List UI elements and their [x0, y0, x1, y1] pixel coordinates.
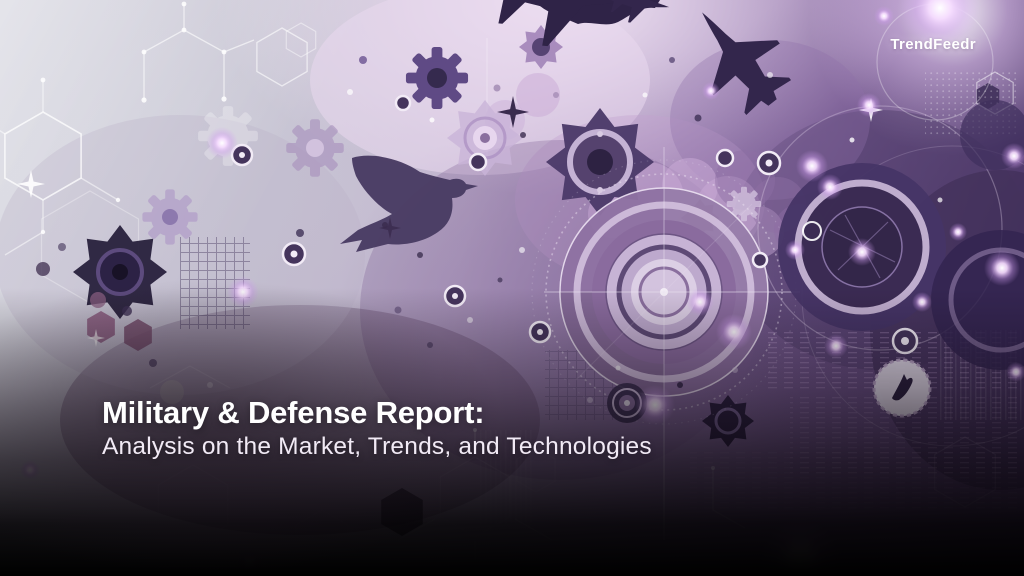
report-subtitle: Analysis on the Market, Trends, and Tech…: [102, 433, 652, 460]
report-title: Military & Defense Report:: [102, 395, 485, 430]
bird-emblem-icon: [872, 358, 932, 418]
trendfeedr-logo: TrendFeedr: [890, 36, 976, 53]
hero-text-block: Military & Defense Report: Analysis on t…: [102, 396, 652, 461]
